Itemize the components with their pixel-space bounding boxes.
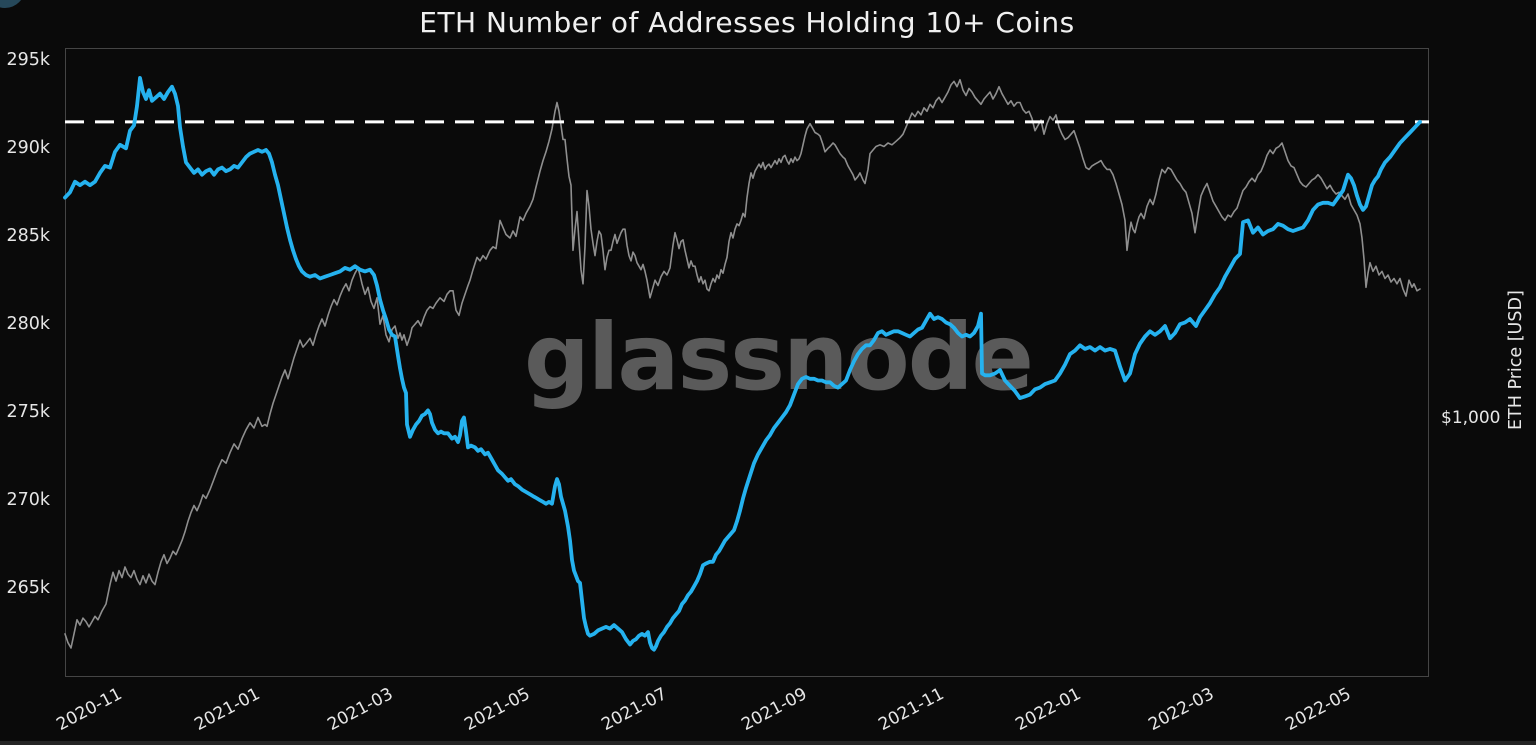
chart-title: ETH Number of Addresses Holding 10+ Coin…	[419, 6, 1075, 39]
bottom-edge-strip	[0, 741, 1536, 745]
y-axis-tick-label: 295k	[6, 50, 50, 71]
y-axis-tick-label: 285k	[6, 226, 50, 247]
right-axis-tick-label: $1,000	[1441, 407, 1501, 428]
glassnode-watermark: glassnode	[524, 304, 1034, 411]
right-axis-title: ETH Price [USD]	[1506, 290, 1526, 430]
series-eth-price-usd	[64, 78, 1421, 649]
y-axis: 295k 290k 285k 280k 275k 270k 265k	[0, 0, 56, 745]
corner-dot	[0, 0, 25, 8]
series-addresses-holding-10plus	[63, 76, 1422, 652]
y-axis-tick-label: 265k	[6, 577, 50, 598]
y-axis-tick-label: 280k	[6, 313, 50, 334]
y-axis-tick-label: 290k	[6, 138, 50, 159]
y-axis-tick-label: 275k	[6, 401, 50, 422]
y-axis-tick-label: 270k	[6, 489, 50, 510]
plot-frame	[65, 48, 1429, 677]
